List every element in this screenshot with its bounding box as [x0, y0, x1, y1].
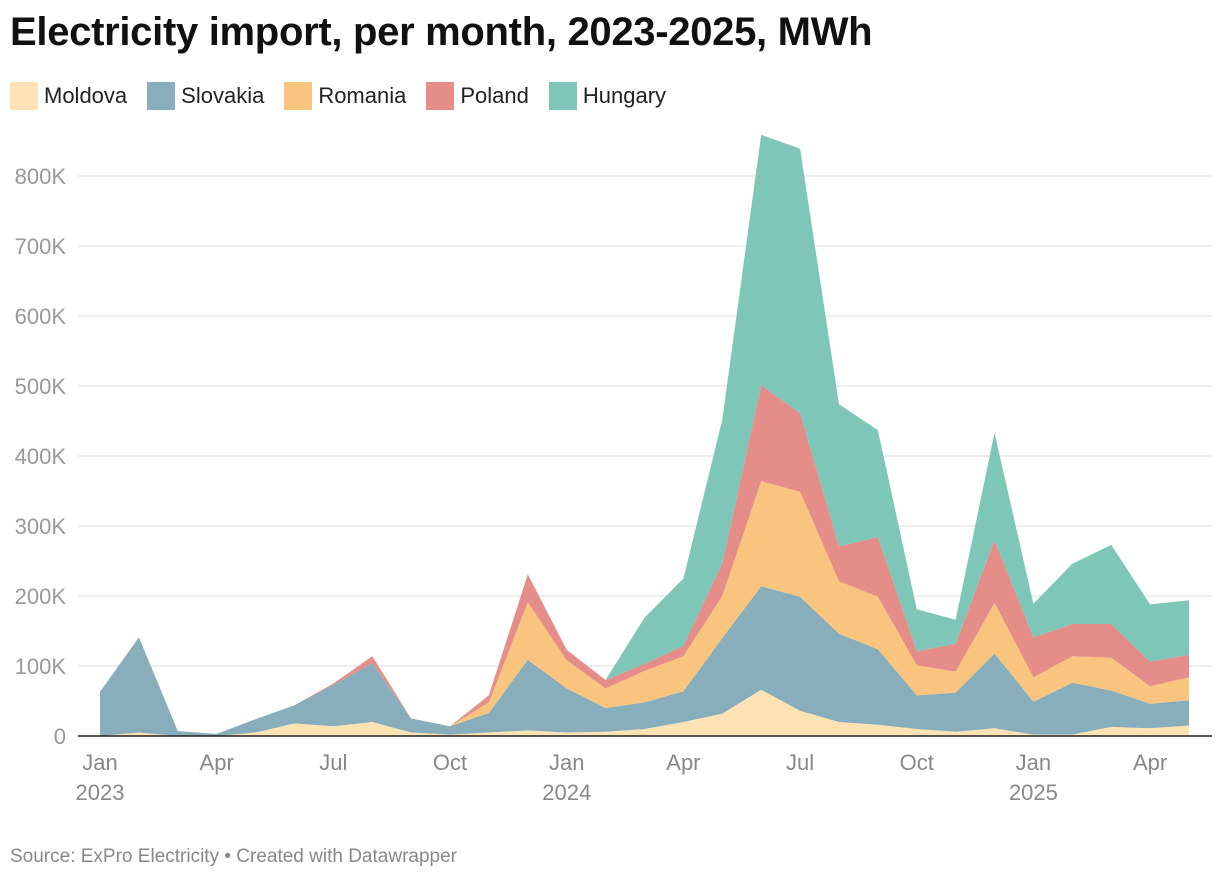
y-tick-label: 500K: [15, 374, 67, 399]
legend-swatch-moldova: [10, 82, 38, 110]
y-tick-label: 600K: [15, 304, 67, 329]
x-tick-year-label: 2024: [542, 780, 591, 805]
legend-label-romania: Romania: [318, 83, 407, 108]
legend-label-moldova: Moldova: [44, 83, 128, 108]
x-tick-label: Jul: [786, 750, 814, 775]
legend-item-slovakia: Slovakia: [147, 82, 264, 110]
grid-lines: [78, 175, 1212, 667]
chart-title: Electricity import, per month, 2023-2025…: [10, 10, 873, 54]
area-poland: [100, 385, 1189, 734]
x-tick-label: Oct: [433, 750, 467, 775]
x-tick-label: Jan: [82, 750, 117, 775]
legend-item-moldova: Moldova: [10, 82, 127, 110]
legend-swatch-romania: [284, 82, 313, 110]
x-tick-label: Apr: [666, 750, 700, 775]
x-tick-label: Jul: [319, 750, 347, 775]
x-tick-year-label: 2025: [1009, 780, 1058, 805]
x-tick-label: Jan: [549, 750, 584, 775]
y-tick-label: 400K: [15, 444, 67, 469]
y-tick-label: 800K: [15, 164, 67, 189]
x-tick-label: Apr: [200, 750, 234, 775]
chart-legend: Moldova Slovakia Romania Poland Hungary: [10, 82, 686, 110]
legend-item-hungary: Hungary: [548, 82, 667, 110]
legend-swatch-slovakia: [147, 82, 176, 110]
legend-label-slovakia: Slovakia: [181, 83, 265, 108]
stacked-area-chart: 0 100K 200K 300K 400K 500K 600K 700K 800K Jan 2023…: [15, 134, 1212, 805]
y-tick-label: 0: [54, 724, 66, 749]
legend-swatch-hungary: [548, 82, 577, 110]
legend-swatch-poland: [426, 82, 455, 110]
y-tick-label: 300K: [15, 514, 67, 539]
y-tick-label: 100K: [15, 654, 67, 679]
area-slovakia: [100, 586, 1189, 736]
legend-item-romania: Romania: [284, 82, 406, 110]
legend-item-poland: Poland: [426, 82, 529, 110]
x-tick-year-label: 2023: [76, 780, 125, 805]
x-tick-label: Jan: [1016, 750, 1051, 775]
y-tick-label: 700K: [15, 234, 67, 259]
source-note: Source: ExPro Electricity • Created with…: [10, 846, 457, 867]
area-series: [100, 134, 1189, 736]
area-moldova: [100, 689, 1189, 736]
x-tick-label: Oct: [900, 750, 934, 775]
axes: 0 100K 200K 300K 400K 500K 600K 700K 800K Jan 2023…: [15, 164, 1212, 805]
legend-label-hungary: Hungary: [582, 83, 667, 108]
y-tick-label: 200K: [15, 584, 67, 609]
x-tick-label: Apr: [1133, 750, 1167, 775]
area-romania: [100, 481, 1189, 734]
legend-label-poland: Poland: [460, 83, 529, 108]
